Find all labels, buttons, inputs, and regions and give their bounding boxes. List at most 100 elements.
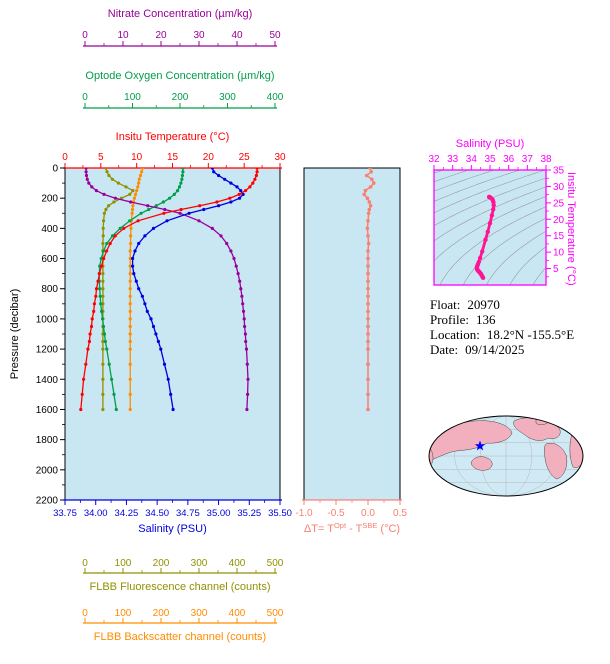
svg-text:400: 400 bbox=[267, 92, 284, 103]
svg-text:34.75: 34.75 bbox=[176, 508, 200, 519]
svg-text:100: 100 bbox=[115, 558, 132, 569]
svg-text:0: 0 bbox=[82, 608, 88, 619]
oxygen-profile bbox=[97, 168, 185, 412]
profiles bbox=[79, 168, 259, 412]
svg-text:38: 38 bbox=[540, 154, 552, 165]
profile-value: 136 bbox=[476, 312, 496, 327]
backscatter-axis-title: FLBB Backscatter channel (counts) bbox=[94, 631, 266, 643]
svg-text:800: 800 bbox=[41, 284, 58, 295]
svg-text:36: 36 bbox=[503, 154, 515, 165]
svg-text:34.00: 34.00 bbox=[84, 508, 108, 519]
svg-text:300: 300 bbox=[191, 558, 208, 569]
profile-label: Profile: bbox=[430, 312, 469, 327]
svg-text:40: 40 bbox=[231, 30, 243, 41]
svg-text:35: 35 bbox=[484, 154, 496, 165]
svg-text:33.75: 33.75 bbox=[53, 508, 77, 519]
ts-density-contours bbox=[434, 170, 546, 285]
float-label: Float: bbox=[430, 297, 461, 312]
svg-text:2000: 2000 bbox=[36, 465, 59, 476]
location-value: 18.2°N -155.5°E bbox=[486, 327, 575, 342]
nitrate-profile bbox=[84, 168, 250, 412]
fluorescence-axis: 0 100 200 300 400 500 FLBB Fluorescence channe… bbox=[82, 558, 284, 593]
svg-text:33: 33 bbox=[447, 154, 459, 165]
svg-text:0: 0 bbox=[62, 152, 68, 163]
pressure-axis: 0 200 400 600 800 1000 1200 1400 1600 1800 2000 220… bbox=[9, 164, 65, 507]
svg-text:200: 200 bbox=[153, 558, 170, 569]
svg-text:20: 20 bbox=[553, 215, 565, 226]
svg-text:10: 10 bbox=[131, 152, 143, 163]
svg-text:37: 37 bbox=[522, 154, 534, 165]
salinity-axis-title: Salinity (PSU) bbox=[138, 523, 206, 535]
svg-text:20: 20 bbox=[155, 30, 167, 41]
svg-text:0: 0 bbox=[82, 92, 88, 103]
svg-text:1000: 1000 bbox=[36, 314, 59, 325]
svg-text:10: 10 bbox=[117, 30, 129, 41]
svg-text:15: 15 bbox=[167, 152, 179, 163]
svg-text:0.0: 0.0 bbox=[361, 508, 375, 519]
svg-text:400: 400 bbox=[229, 608, 246, 619]
temperature-profile bbox=[79, 168, 259, 412]
float-info: Float: 20970 Profile: 136 Location: 18.2°N … bbox=[430, 297, 574, 357]
svg-text:400: 400 bbox=[41, 224, 58, 235]
svg-text:-1.0: -1.0 bbox=[295, 508, 313, 519]
svg-text:500: 500 bbox=[267, 558, 284, 569]
float-info-line: Float: 20970 bbox=[430, 297, 574, 312]
svg-text:35.25: 35.25 bbox=[237, 508, 261, 519]
svg-text:34: 34 bbox=[466, 154, 478, 165]
continent-shape bbox=[470, 456, 493, 471]
delta-t-title: ΔT= TOpt - TSBE (°C) bbox=[304, 521, 400, 535]
float-info-line: Profile: 136 bbox=[430, 312, 574, 327]
backscatter-profile bbox=[128, 168, 145, 412]
location-label: Location: bbox=[430, 327, 480, 342]
ts-profile bbox=[474, 194, 496, 280]
delta-t-profile bbox=[362, 168, 376, 412]
svg-text:300: 300 bbox=[219, 92, 236, 103]
svg-text:20: 20 bbox=[203, 152, 215, 163]
svg-text:1600: 1600 bbox=[36, 405, 59, 416]
continent-shape bbox=[544, 443, 568, 480]
svg-text:1400: 1400 bbox=[36, 375, 59, 386]
svg-text:25: 25 bbox=[239, 152, 251, 163]
svg-text:30: 30 bbox=[193, 30, 205, 41]
svg-text:200: 200 bbox=[41, 194, 58, 205]
svg-text:30: 30 bbox=[553, 182, 565, 193]
svg-text:34.50: 34.50 bbox=[145, 508, 169, 519]
svg-text:200: 200 bbox=[172, 92, 189, 103]
svg-text:500: 500 bbox=[267, 608, 284, 619]
svg-text:30: 30 bbox=[274, 152, 286, 163]
svg-text:600: 600 bbox=[41, 254, 58, 265]
svg-text:400: 400 bbox=[229, 558, 246, 569]
svg-text:5: 5 bbox=[553, 264, 559, 275]
fluorescence-axis-title: FLBB Fluorescence channel (counts) bbox=[90, 581, 271, 593]
salinity-axis: 33.75 34.00 34.25 34.50 34.75 35.00 35.25 35.50… bbox=[53, 499, 292, 535]
date-value: 09/14/2025 bbox=[465, 342, 525, 357]
ts-temperature-title: Insitu Temperature (°C) bbox=[565, 172, 577, 286]
nitrate-axis-title: Nitrate Concentration (µm/kg) bbox=[108, 8, 253, 20]
svg-text:-0.5: -0.5 bbox=[327, 508, 345, 519]
backscatter-axis: 0 100 200 300 400 500 FLBB Backscatter channel… bbox=[82, 608, 284, 643]
nitrate-axis: 0 10 20 30 40 50 Nitrate Concentration (µm/kg) bbox=[82, 8, 281, 47]
float-info-line: Location: 18.2°N -155.5°E bbox=[430, 327, 574, 342]
svg-text:35.50: 35.50 bbox=[268, 508, 292, 519]
delta-t-panel: -1.0 -0.5 0.0 0.5 ΔT= TOpt - TSBE (°C) bbox=[295, 168, 407, 535]
svg-text:25: 25 bbox=[553, 198, 565, 209]
svg-text:32: 32 bbox=[428, 154, 440, 165]
map-outline bbox=[428, 415, 584, 497]
svg-text:100: 100 bbox=[124, 92, 141, 103]
ts-salinity-title: Salinity (PSU) bbox=[456, 138, 524, 150]
float-info-line: Date: 09/14/2025 bbox=[430, 342, 574, 357]
svg-text:0: 0 bbox=[52, 164, 58, 175]
svg-text:15: 15 bbox=[553, 231, 565, 242]
svg-text:0: 0 bbox=[82, 30, 88, 41]
svg-text:0: 0 bbox=[82, 558, 88, 569]
oxygen-axis-title: Optode Oxygen Concentration (µm/kg) bbox=[85, 70, 274, 82]
temperature-axis: 0 5 10 15 20 25 30 Insitu Temperature (°C) bbox=[62, 131, 286, 169]
oxygen-axis: 0 100 200 300 400 Optode Oxygen Concentration… bbox=[82, 70, 284, 109]
svg-text:10: 10 bbox=[553, 248, 565, 259]
temperature-axis-title: Insitu Temperature (°C) bbox=[116, 131, 230, 143]
salinity-profile bbox=[131, 168, 245, 412]
svg-text:5: 5 bbox=[98, 152, 104, 163]
svg-text:100: 100 bbox=[115, 608, 132, 619]
